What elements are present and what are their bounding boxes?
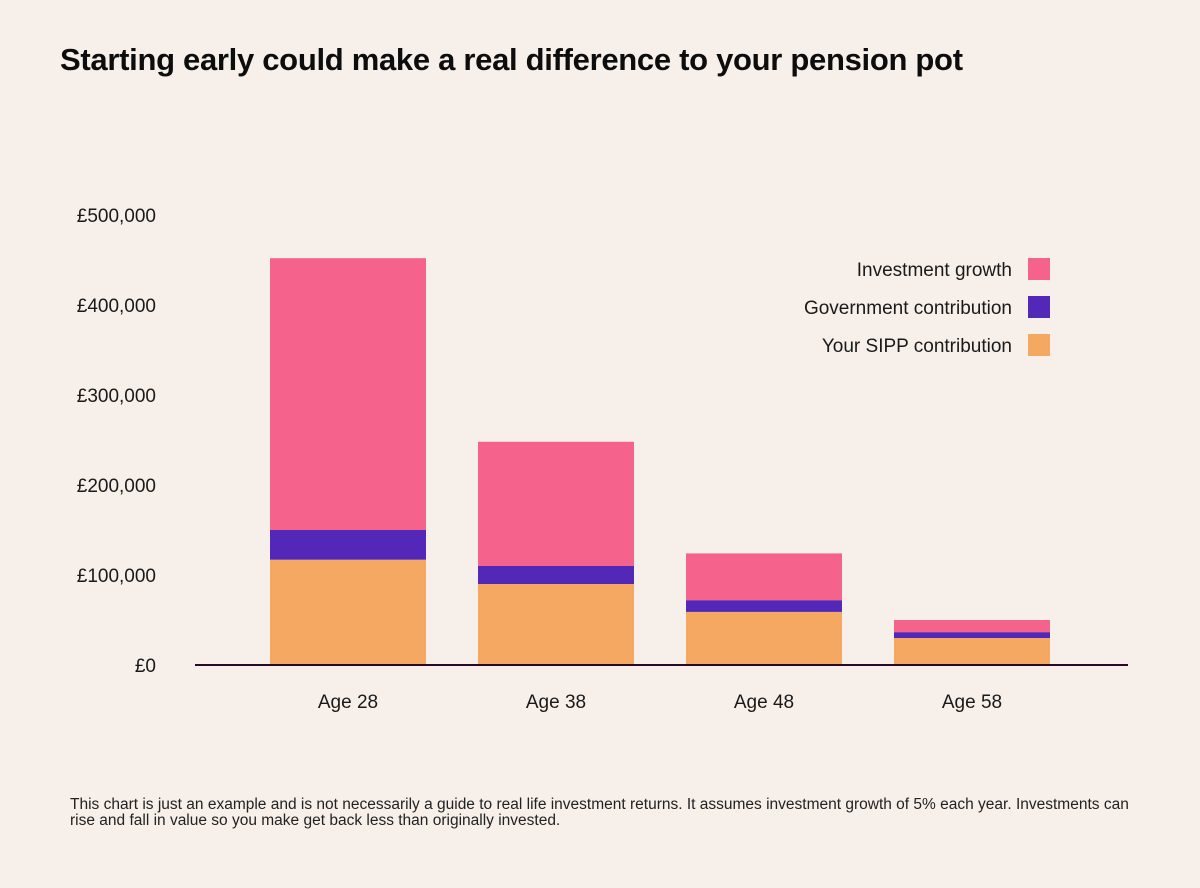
- bar-segment-investment-growth: [686, 553, 842, 601]
- bar-segment-investment-growth: [270, 258, 426, 530]
- legend-swatch: [1028, 334, 1050, 356]
- bar-stack: [478, 441, 634, 665]
- legend-item: Investment growth: [857, 258, 1050, 281]
- footnote: This chart is just an example and is not…: [70, 796, 1129, 829]
- y-tick-label: £400,000: [77, 296, 156, 317]
- legend-label: Government contribution: [804, 298, 1012, 319]
- y-tick-label: £300,000: [77, 386, 156, 407]
- bar-stack: [270, 258, 426, 665]
- bar-segment-your-sipp-contribution: [894, 638, 1050, 665]
- x-tick-label: Age 28: [318, 692, 378, 713]
- bar-segment-government-contribution: [270, 530, 426, 560]
- chart-title: Starting early could make a real differe…: [60, 42, 963, 77]
- bar-stack: [894, 620, 1050, 665]
- bar-segment-your-sipp-contribution: [478, 584, 634, 665]
- bar-segment-government-contribution: [686, 600, 842, 612]
- bar-segment-investment-growth: [478, 441, 634, 566]
- legend-label: Your SIPP contribution: [822, 336, 1012, 357]
- y-axis: £0 £100,000 £200,000 £300,000 £400,000 £500,0…: [77, 206, 156, 677]
- x-axis: Age 28 Age 38 Age 48 Age 58: [195, 664, 1128, 713]
- y-tick-label: £0: [135, 656, 156, 677]
- y-tick-label: £500,000: [77, 206, 156, 227]
- legend-swatch: [1028, 258, 1050, 280]
- x-tick-label: Age 38: [526, 692, 586, 713]
- bar-segment-your-sipp-contribution: [686, 611, 842, 665]
- y-tick-label: £100,000: [77, 566, 156, 587]
- x-tick-label: Age 48: [734, 692, 794, 713]
- bar-stack: [686, 553, 842, 665]
- y-tick-label: £200,000: [77, 476, 156, 497]
- legend-item: Your SIPP contribution: [822, 334, 1050, 357]
- bars: [270, 258, 1050, 665]
- x-tick-label: Age 58: [942, 692, 1002, 713]
- bar-segment-your-sipp-contribution: [270, 559, 426, 665]
- legend-label: Investment growth: [857, 260, 1012, 281]
- legend-swatch: [1028, 296, 1050, 318]
- bar-segment-government-contribution: [894, 632, 1050, 638]
- bar-segment-government-contribution: [478, 566, 634, 584]
- legend: Investment growth Government contribution…: [804, 258, 1050, 357]
- bar-segment-investment-growth: [894, 620, 1050, 633]
- legend-item: Government contribution: [804, 296, 1050, 319]
